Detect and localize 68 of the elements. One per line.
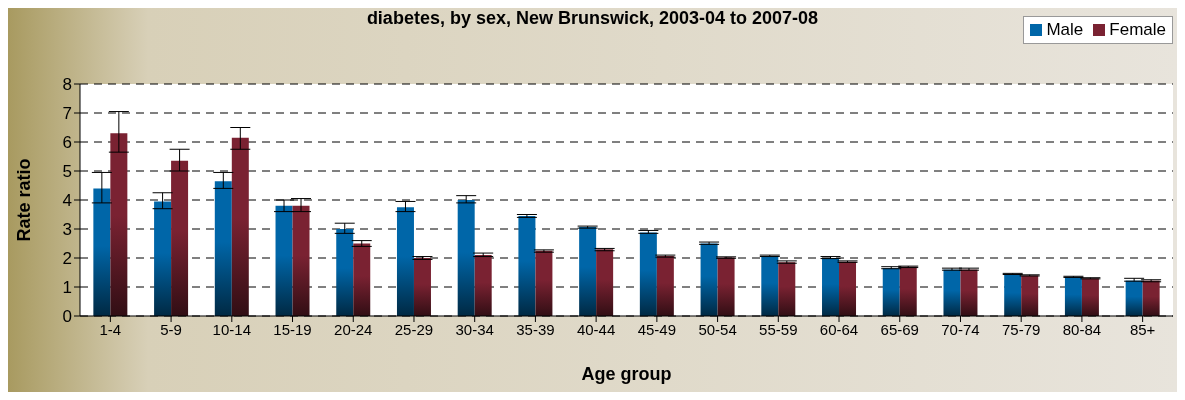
bar	[579, 226, 597, 316]
y-axis-title: Rate ratio	[14, 158, 35, 242]
bar	[396, 207, 414, 316]
bar	[1064, 276, 1082, 316]
bar	[1142, 280, 1160, 316]
x-tick-label: 5-9	[160, 320, 182, 338]
x-tick-label: 70-74	[941, 320, 980, 338]
y-tick-label: 4	[62, 191, 72, 211]
bar	[154, 201, 172, 316]
bar	[93, 188, 111, 316]
x-tick-label: 20-24	[334, 320, 373, 338]
x-tick-label: 15-19	[273, 320, 312, 338]
legend-label: Female	[1108, 20, 1166, 40]
x-tick-label: 1-4	[99, 320, 122, 338]
bar	[336, 229, 354, 316]
bar	[292, 205, 310, 316]
x-tick-label: 85+	[1129, 320, 1156, 338]
bar	[171, 160, 189, 316]
x-tick-label: 60-64	[819, 320, 859, 338]
bar	[639, 232, 657, 316]
bar	[1125, 280, 1143, 316]
bar	[275, 205, 293, 316]
bar	[761, 255, 779, 316]
chart-title: diabetes, by sex, New Brunswick, 2003-04 to 2007-08	[366, 8, 819, 28]
bar	[474, 255, 492, 316]
bar	[518, 215, 536, 316]
bar	[882, 268, 900, 316]
bar	[943, 269, 961, 316]
bar	[778, 262, 796, 316]
legend-label: Male	[1045, 20, 1084, 40]
bar	[656, 255, 674, 316]
bar	[231, 137, 249, 316]
x-tick-label: 50-54	[698, 320, 737, 338]
bar	[899, 266, 917, 316]
y-tick-label: 1	[62, 278, 72, 298]
bar	[353, 243, 371, 316]
y-tick-label: 6	[62, 133, 72, 153]
x-tick-label: 80-84	[1062, 320, 1102, 338]
bar	[457, 200, 475, 316]
bar	[413, 258, 431, 316]
bar	[1004, 273, 1022, 316]
bar	[214, 181, 232, 316]
bar	[822, 258, 840, 316]
bar	[535, 250, 553, 316]
bar	[700, 243, 718, 316]
x-tick-label: 40-44	[576, 320, 616, 338]
x-tick-label: 35-39	[516, 320, 555, 338]
y-tick-label: 5	[62, 162, 72, 182]
x-tick-label: 75-79	[1002, 320, 1041, 338]
x-tick-label: 45-49	[637, 320, 677, 338]
x-tick-label: 30-34	[455, 320, 494, 338]
y-tick-label: 7	[62, 104, 72, 124]
x-tick-label: 55-59	[759, 320, 798, 338]
y-tick-label: 0	[62, 307, 72, 327]
y-tick-label: 3	[62, 220, 72, 240]
bar	[110, 133, 128, 316]
bar	[960, 269, 978, 316]
bar	[1021, 275, 1039, 316]
x-tick-label: 25-29	[394, 320, 434, 338]
bar	[596, 249, 614, 316]
y-tick-label: 2	[62, 249, 72, 269]
x-axis-title: Age group	[581, 364, 672, 384]
bar	[839, 261, 857, 316]
y-tick-label: 8	[62, 75, 72, 95]
x-tick-label: 10-14	[212, 320, 251, 338]
x-tick-label: 65-69	[880, 320, 919, 338]
bar	[717, 257, 735, 316]
bar	[1081, 278, 1099, 316]
